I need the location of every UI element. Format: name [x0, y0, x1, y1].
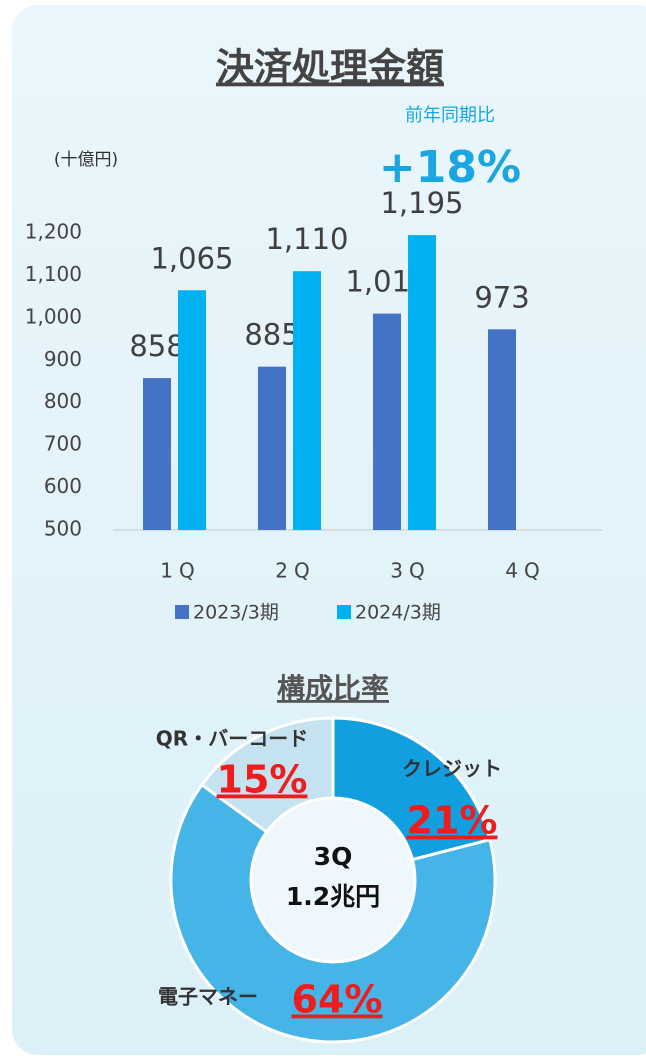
- y-tick-label: 600: [44, 474, 82, 498]
- y-tick-label: 1,000: [25, 304, 82, 328]
- data-label: 1,195: [380, 186, 463, 220]
- segment-percent: 64%: [292, 978, 383, 1022]
- bar: [178, 290, 206, 530]
- y-tick-label: 800: [44, 389, 82, 413]
- bar: [408, 235, 436, 530]
- legend-swatch: [337, 605, 351, 619]
- x-tick-label: 4Q: [505, 559, 545, 583]
- segment-name: 電子マネー: [158, 985, 258, 1009]
- y-tick-label: 900: [44, 347, 82, 371]
- segment-name: QR・バーコード: [156, 727, 308, 751]
- y-tick-label: 1,100: [25, 262, 82, 286]
- subtitle: 前年同期比: [405, 105, 495, 126]
- x-tick-label: 2Q: [275, 559, 315, 583]
- segment-name: クレジット: [402, 757, 502, 781]
- growth-annotation: +18%: [379, 142, 521, 193]
- legend-label: 2023/3期: [193, 602, 279, 624]
- data-label: 858: [129, 329, 184, 363]
- x-tick-label: 1Q: [160, 559, 200, 583]
- bar-title: 決済処理金額: [216, 46, 444, 90]
- bar: [258, 366, 286, 530]
- bar: [293, 271, 321, 530]
- y-tick-label: 700: [44, 432, 82, 456]
- data-label: 1,110: [265, 222, 348, 256]
- y-tick-label: 1,200: [25, 220, 82, 244]
- donut-title: 構成比率: [277, 672, 389, 705]
- legend-label: 2024/3期: [355, 602, 441, 624]
- data-label: 885: [244, 318, 299, 352]
- bar: [488, 329, 516, 530]
- data-label: 1,065: [150, 241, 233, 275]
- segment-percent: 15%: [217, 758, 308, 802]
- center-label: 3Q: [314, 842, 353, 871]
- y-axis-label: (十億円): [54, 150, 118, 170]
- bar: [143, 378, 171, 530]
- segment-percent: 21%: [407, 799, 498, 843]
- y-tick-label: 500: [44, 517, 82, 541]
- bar: [373, 313, 401, 530]
- legend-swatch: [175, 605, 189, 619]
- x-tick-label: 3Q: [390, 559, 430, 583]
- data-label: 973: [474, 280, 529, 314]
- donut-hole: [249, 796, 417, 964]
- center-label: 1.2兆円: [286, 882, 380, 911]
